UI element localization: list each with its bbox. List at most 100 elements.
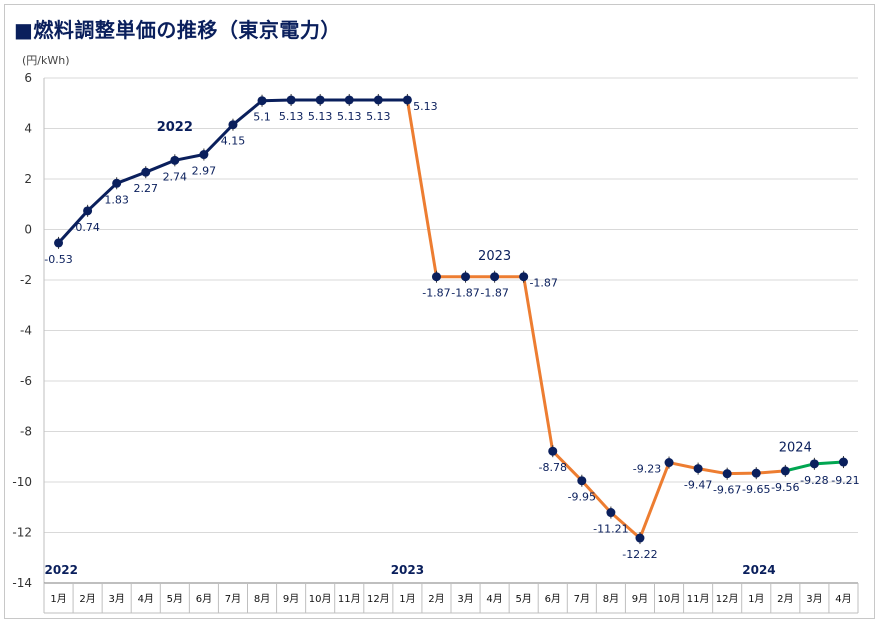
x-tick-label: 2月 xyxy=(428,593,444,605)
data-label: -9.47 xyxy=(684,479,712,492)
data-label: -9.95 xyxy=(568,491,596,504)
data-point xyxy=(809,459,819,469)
data-label: 4.15 xyxy=(221,135,246,148)
data-label: -9.23 xyxy=(633,463,661,476)
data-point xyxy=(170,155,180,165)
x-tick-label: 10月 xyxy=(309,593,332,605)
data-label: 5.13 xyxy=(413,100,438,113)
x-tick-label: 4月 xyxy=(138,593,154,605)
data-point xyxy=(257,96,267,106)
x-tick-label: 9月 xyxy=(632,593,648,605)
x-tick-label: 1月 xyxy=(50,593,66,605)
y-tick-label: -6 xyxy=(20,374,32,388)
y-tick-label: 4 xyxy=(24,122,32,136)
data-label: -12.22 xyxy=(622,548,657,561)
y-tick-label: -8 xyxy=(20,425,32,439)
y-tick-label: -14 xyxy=(12,576,32,590)
x-tick-label: 4月 xyxy=(835,593,851,605)
data-label: -0.53 xyxy=(44,253,72,266)
data-label: -9.67 xyxy=(713,484,741,497)
data-label: 1.83 xyxy=(104,193,129,206)
data-point xyxy=(751,468,761,478)
data-point xyxy=(54,238,64,248)
x-tick-label: 5月 xyxy=(515,593,531,605)
data-label: 5.13 xyxy=(279,110,304,123)
data-label: -1.87 xyxy=(451,287,479,300)
data-label: -9.56 xyxy=(771,481,799,494)
x-tick-label: 6月 xyxy=(545,593,561,605)
series-year-annotation: 2023 xyxy=(478,249,511,264)
data-point xyxy=(606,508,616,518)
x-tick-label: 6月 xyxy=(196,593,212,605)
y-tick-label: -12 xyxy=(12,526,32,540)
data-point xyxy=(286,95,296,105)
data-point xyxy=(402,95,412,105)
data-label: -11.21 xyxy=(593,523,628,536)
x-tick-label: 3月 xyxy=(806,593,822,605)
x-tick-label: 11月 xyxy=(687,593,710,605)
x-tick-label: 7月 xyxy=(574,593,590,605)
data-label: 2.27 xyxy=(134,182,159,195)
data-point xyxy=(141,167,151,177)
axis-year-label: 2024 xyxy=(742,563,775,577)
data-label: 0.74 xyxy=(75,221,100,234)
x-tick-label: 1月 xyxy=(748,593,764,605)
data-point xyxy=(693,464,703,474)
axis-year-label: 2023 xyxy=(391,563,424,577)
y-tick-label: -4 xyxy=(20,324,32,338)
data-label: -8.78 xyxy=(539,461,567,474)
data-point xyxy=(548,446,558,456)
x-tick-label: 2月 xyxy=(777,593,793,605)
data-point xyxy=(431,272,441,282)
data-point xyxy=(461,272,471,282)
x-tick-label: 8月 xyxy=(603,593,619,605)
chart-frame xyxy=(4,4,875,619)
x-tick-label: 5月 xyxy=(167,593,183,605)
x-tick-label: 9月 xyxy=(283,593,299,605)
y-tick-label: 0 xyxy=(24,223,32,237)
data-label: -1.87 xyxy=(422,287,450,300)
x-tick-label: 4月 xyxy=(486,593,502,605)
x-tick-label: 3月 xyxy=(457,593,473,605)
data-point xyxy=(664,458,674,468)
data-label: 2.74 xyxy=(163,170,188,183)
y-tick-label: -10 xyxy=(12,475,32,489)
data-point xyxy=(373,95,383,105)
x-tick-label: 11月 xyxy=(338,593,361,605)
data-label: 2.97 xyxy=(192,165,217,178)
data-point xyxy=(315,95,325,105)
y-tick-label: 6 xyxy=(24,71,32,85)
data-label: 5.1 xyxy=(253,111,271,124)
x-tick-label: 10月 xyxy=(658,593,681,605)
data-point xyxy=(577,476,587,486)
x-tick-label: 8月 xyxy=(254,593,270,605)
data-label: 5.13 xyxy=(308,110,333,123)
data-label: 5.13 xyxy=(337,110,362,123)
page-title: ■燃料調整単価の推移（東京電力） xyxy=(14,18,341,42)
data-point xyxy=(228,120,238,130)
y-tick-label: -2 xyxy=(20,273,32,287)
data-point xyxy=(83,206,93,216)
y-axis-unit: (円/kWh) xyxy=(22,54,70,67)
data-label: 5.13 xyxy=(366,110,391,123)
data-point xyxy=(490,272,500,282)
x-tick-label: 12月 xyxy=(716,593,739,605)
x-tick-label: 2月 xyxy=(79,593,95,605)
series-line-segment xyxy=(405,99,786,540)
data-point xyxy=(635,533,645,543)
data-label: -1.87 xyxy=(529,277,557,290)
data-point xyxy=(780,466,790,476)
data-label: -1.87 xyxy=(480,287,508,300)
data-point xyxy=(344,95,354,105)
x-tick-label: 7月 xyxy=(225,593,241,605)
data-point xyxy=(722,469,732,479)
data-point xyxy=(199,150,209,160)
series-year-annotation: 2024 xyxy=(779,441,812,456)
x-tick-label: 1月 xyxy=(399,593,415,605)
data-label: -9.65 xyxy=(742,483,770,496)
data-point xyxy=(838,457,848,467)
data-point xyxy=(519,272,529,282)
x-tick-label: 3月 xyxy=(108,593,124,605)
x-tick-label: 12月 xyxy=(367,593,390,605)
data-label: -9.21 xyxy=(831,474,859,487)
